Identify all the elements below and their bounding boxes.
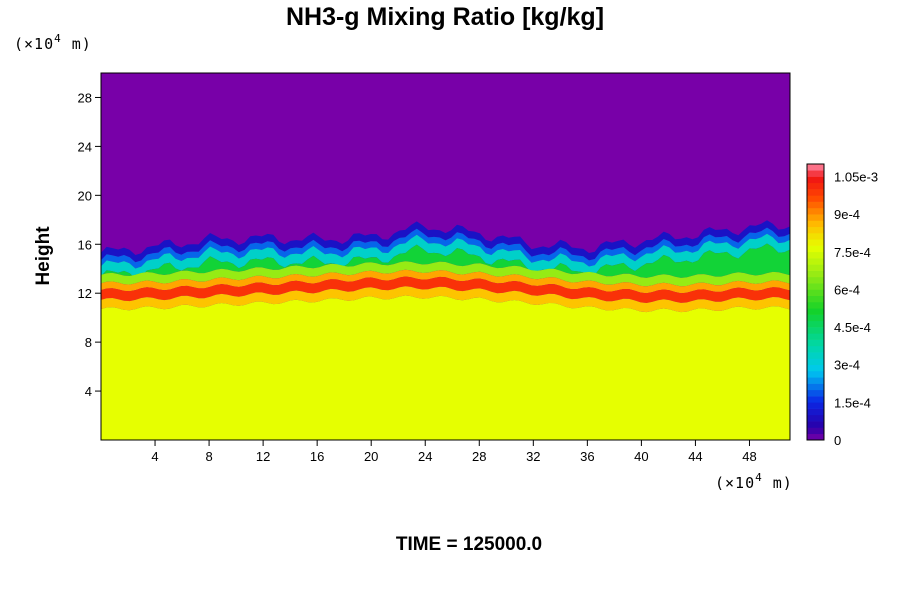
- colorbar-swatch: [807, 302, 824, 309]
- colorbar-swatch: [807, 339, 824, 347]
- y-axis-unit: (×104 m): [14, 32, 92, 53]
- colorbar-swatch: [807, 283, 824, 290]
- x-tick-label: 4: [151, 449, 158, 464]
- field-lower-region: [101, 295, 790, 440]
- plot-frame: [100, 72, 791, 441]
- x-tick-label: 16: [310, 449, 324, 464]
- field-layer-red: [101, 276, 790, 303]
- colorbar-swatch: [807, 308, 824, 315]
- colorbar-swatch: [807, 320, 824, 328]
- colorbar-swatch: [807, 214, 824, 221]
- colorbar-swatch: [807, 377, 824, 384]
- y-axis-label: Height: [33, 226, 54, 286]
- colorbar-swatch: [807, 207, 824, 215]
- colorbar-swatch: [807, 352, 824, 359]
- colorbar-swatch: [807, 164, 824, 171]
- x-tick-label: 20: [364, 449, 378, 464]
- x-tick-label: 48: [742, 449, 756, 464]
- colorbar: [806, 163, 825, 441]
- colorbar-swatch: [807, 289, 824, 297]
- colorbar-swatch: [807, 295, 824, 303]
- colorbar-swatch: [807, 345, 824, 353]
- plot-area: [101, 73, 790, 440]
- y-tick-label: 16: [78, 237, 92, 252]
- colorbar-ticks: 0 1.5e-4 3e-4 4.5e-4 6e-4 7.5e-4 9e-4 1.05e-3: [834, 170, 878, 448]
- x-tick-label: 12: [256, 449, 270, 464]
- colorbar-swatch: [807, 220, 824, 228]
- colorbar-swatch: [807, 264, 824, 271]
- field-layer-blue: [101, 227, 790, 269]
- x-axis-unit: (×104 m): [715, 471, 793, 492]
- x-tick-label: 24: [418, 449, 432, 464]
- colorbar-swatch: [807, 327, 824, 334]
- colorbar-swatch: [807, 427, 824, 435]
- colorbar-swatch: [807, 276, 824, 284]
- colorbar-swatch: [807, 364, 824, 372]
- x-tick-label: 44: [688, 449, 702, 464]
- colorbar-swatch: [807, 251, 824, 259]
- x-tick-label: 32: [526, 449, 540, 464]
- y-tick-label: 4: [85, 384, 92, 399]
- colorbar-swatch: [807, 176, 824, 184]
- field-layer-dark-blue: [101, 220, 790, 263]
- colorbar-swatch: [807, 383, 824, 391]
- colorbar-swatch: [807, 195, 824, 202]
- colorbar-tick-label: 7.5e-4: [834, 245, 871, 260]
- colorbar-swatch: [807, 258, 824, 265]
- colorbar-swatch: [807, 270, 824, 278]
- colorbar-swatch: [807, 408, 824, 416]
- field-layer-lower-orange: [101, 286, 790, 313]
- y-tick-label: 28: [78, 90, 92, 105]
- field-layer-cyan: [101, 233, 790, 279]
- colorbar-swatch: [807, 389, 824, 397]
- x-axis-ticks: 4 8 12 16 20 24 28 32 36 40 44 48: [151, 440, 757, 464]
- colorbar-swatch: [807, 182, 824, 190]
- y-axis-ticks: 4 8 12 16 20 24 28: [78, 90, 101, 399]
- colorbar-tick-label: 0: [834, 433, 841, 448]
- colorbar-swatch: [807, 226, 824, 234]
- colorbar-swatch: [807, 170, 824, 177]
- colorbar-tick-label: 1.05e-3: [834, 170, 878, 185]
- colorbar-swatch: [807, 201, 824, 209]
- colorbar-swatch: [807, 414, 824, 422]
- time-label: TIME = 125000.0: [396, 534, 542, 555]
- colorbar-tick-label: 4.5e-4: [834, 320, 871, 335]
- colorbar-swatch: [807, 371, 824, 378]
- y-tick-label: 24: [78, 139, 92, 154]
- colorbar-swatch: [807, 239, 824, 246]
- x-tick-label: 36: [580, 449, 594, 464]
- colorbar-swatch: [807, 314, 824, 322]
- field-layer-green: [101, 243, 790, 279]
- colorbar-frame: [806, 163, 825, 441]
- colorbar-swatch: [807, 358, 824, 366]
- colorbar-tick-label: 1.5e-4: [834, 395, 871, 410]
- x-tick-label: 8: [205, 449, 212, 464]
- colorbar-swatch: [807, 421, 824, 428]
- colorbar-swatch: [807, 245, 824, 253]
- colorbar-swatch: [807, 333, 824, 340]
- y-tick-label: 12: [78, 286, 92, 301]
- colorbar-tick-label: 9e-4: [834, 207, 860, 222]
- chart-title: NH3-g Mixing Ratio [kg/kg]: [286, 3, 604, 31]
- colorbar-tick-label: 6e-4: [834, 282, 860, 297]
- colorbar-swatch: [807, 433, 824, 441]
- colorbar-tick-label: 3e-4: [834, 358, 860, 373]
- colorbar-swatch: [807, 189, 824, 196]
- x-tick-label: 28: [472, 449, 486, 464]
- y-tick-label: 8: [85, 335, 92, 350]
- x-tick-label: 40: [634, 449, 648, 464]
- y-tick-label: 20: [78, 188, 92, 203]
- field-layer-light-green: [101, 261, 790, 287]
- colorbar-swatch: [807, 402, 824, 409]
- colorbar-swatch: [807, 233, 824, 240]
- field-layer-orange: [101, 269, 790, 294]
- colorbar-swatch: [807, 396, 824, 403]
